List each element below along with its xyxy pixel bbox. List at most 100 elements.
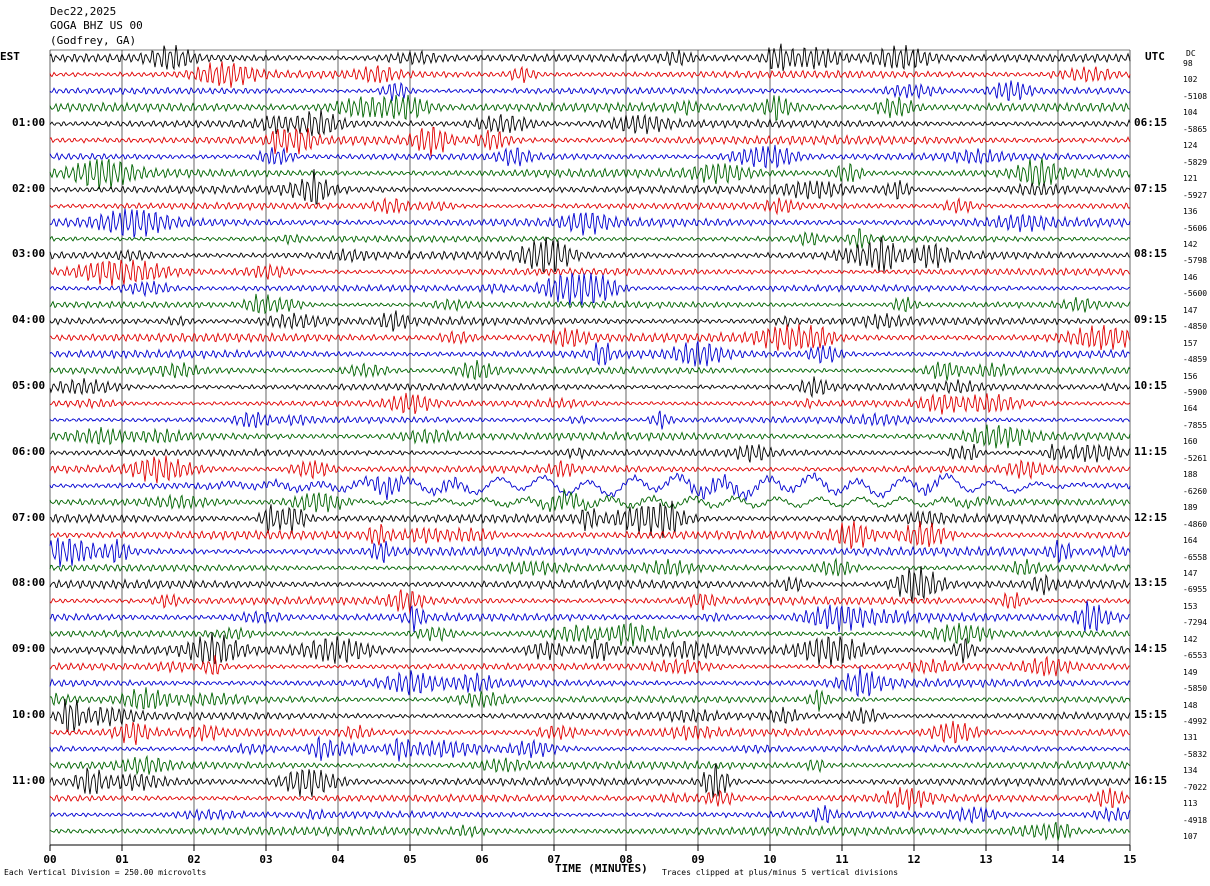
trace-line (49, 589, 1131, 614)
utc-hour-label: 13:15 (1134, 576, 1168, 590)
x-tick-label: 09 (691, 853, 704, 866)
dc-offset-label: 142 (1183, 239, 1198, 249)
est-hour-label: 06:00 (12, 444, 46, 458)
trace-line (49, 500, 1131, 538)
trace-line (49, 80, 1131, 102)
est-hour-label: 09:00 (12, 642, 46, 656)
trace-line (49, 109, 1131, 137)
dc-offset-label: -5798 (1183, 256, 1208, 266)
trace-line (49, 600, 1131, 633)
trace-line (49, 272, 1130, 306)
trace-line (49, 787, 1131, 811)
trace-line (49, 94, 1130, 122)
dc-offset-label: -4918 (1183, 815, 1208, 825)
dc-offset-label: -5600 (1183, 289, 1208, 299)
x-axis-title: TIME (MINUTES) (555, 862, 648, 875)
dc-offset-label: 107 (1183, 832, 1198, 842)
trace-line (49, 754, 1131, 776)
dc-offset-label: 147 (1183, 568, 1198, 578)
dc-offset-label: 124 (1183, 141, 1198, 151)
trace-line (49, 763, 1131, 799)
dc-label: DC (1186, 49, 1196, 58)
station-label: GOGA BHZ US 00 (50, 19, 143, 32)
x-tick-label: 07 (547, 853, 560, 866)
dc-offset-label: -5829 (1183, 157, 1208, 167)
trace-line (49, 157, 1131, 190)
est-hour-label: 07:00 (12, 510, 46, 524)
trace-line (49, 324, 1131, 351)
utc-hour-label: 08:15 (1134, 247, 1168, 261)
dc-offset-label: -5900 (1183, 388, 1208, 397)
dc-offset-label: 188 (1183, 470, 1198, 480)
dc-offset-label: -7022 (1183, 782, 1208, 792)
trace-line (49, 208, 1131, 238)
utc-hour-label: 14:15 (1134, 642, 1168, 656)
utc-hour-label: 07:15 (1134, 181, 1168, 195)
trace-line (49, 537, 1131, 568)
dc-offset-label: 113 (1183, 799, 1198, 809)
trace-line (49, 443, 1131, 463)
x-tick-label: 04 (331, 853, 345, 866)
seismic-traces (49, 43, 1131, 842)
trace-line (49, 720, 1131, 746)
dc-offset-label: 156 (1183, 371, 1198, 381)
x-tick-label: 08 (619, 853, 632, 866)
trace-line (49, 655, 1131, 677)
trace-line (49, 565, 1131, 603)
trace-line (49, 410, 1131, 430)
est-hour-label: 11:00 (12, 773, 46, 787)
dc-offset-label: 189 (1183, 503, 1198, 513)
dc-offset-label: 157 (1183, 338, 1198, 348)
dc-offset-label: -5261 (1183, 453, 1208, 463)
trace-line (49, 144, 1130, 169)
dc-offset-label: -5108 (1183, 91, 1208, 101)
x-tick-label: 15 (1123, 853, 1136, 866)
utc-axis-label: UTC (1145, 50, 1165, 63)
dc-offset-label: -4859 (1183, 355, 1208, 365)
dc-offset-label: 121 (1183, 174, 1198, 184)
clip-note: Traces clipped at plus/minus 5 vertical … (662, 868, 899, 877)
trace-line (49, 61, 1131, 88)
scale-note: Each Vertical Division = 250.00 microvol… (4, 868, 207, 877)
x-tick-label: 13 (979, 853, 992, 866)
dc-offset-label: -4860 (1183, 519, 1208, 529)
trace-line (49, 698, 1131, 733)
trace-line (49, 805, 1131, 824)
utc-hour-label: 16:15 (1134, 773, 1168, 787)
dc-offset-label: -6955 (1183, 585, 1208, 595)
trace-line (49, 735, 1131, 762)
est-hour-label: 10:00 (12, 708, 46, 721)
est-hour-label: 03:00 (12, 247, 46, 261)
x-tick-label: 10 (763, 853, 776, 866)
utc-hour-label: 09:15 (1134, 313, 1168, 327)
trace-line (49, 376, 1131, 399)
dc-offset-label: 149 (1183, 667, 1198, 677)
x-tick-label: 11 (835, 853, 849, 866)
dc-offset-label: -5832 (1183, 749, 1208, 759)
est-hour-label: 02:00 (12, 181, 46, 195)
dc-offset-label: 147 (1183, 305, 1198, 315)
trace-line (49, 632, 1131, 667)
dc-offset-label: 160 (1183, 437, 1198, 447)
trace-line (49, 360, 1131, 381)
dc-offset-label: 134 (1183, 766, 1198, 776)
dc-offset-label: -4992 (1183, 717, 1208, 726)
trace-line (49, 43, 1131, 71)
trace-line (49, 126, 1131, 157)
dc-offset-label: 148 (1183, 700, 1198, 710)
x-tick-label: 01 (115, 853, 129, 866)
dc-offset-label: 104 (1183, 108, 1198, 118)
trace-line (49, 340, 1131, 367)
dc-offset-label: -4850 (1183, 322, 1208, 332)
x-tick-label: 02 (187, 853, 200, 866)
utc-hour-label: 12:15 (1134, 510, 1168, 524)
utc-hour-label: 11:15 (1134, 444, 1168, 458)
dc-offset-label: -6260 (1183, 486, 1208, 496)
x-tick-label: 00 (43, 853, 56, 866)
date-label: Dec22,2025 (50, 5, 117, 18)
dc-offset-label: 164 (1183, 536, 1198, 546)
trace-line (49, 196, 1131, 216)
trace-line (49, 455, 1131, 484)
trace-line (49, 520, 1131, 549)
